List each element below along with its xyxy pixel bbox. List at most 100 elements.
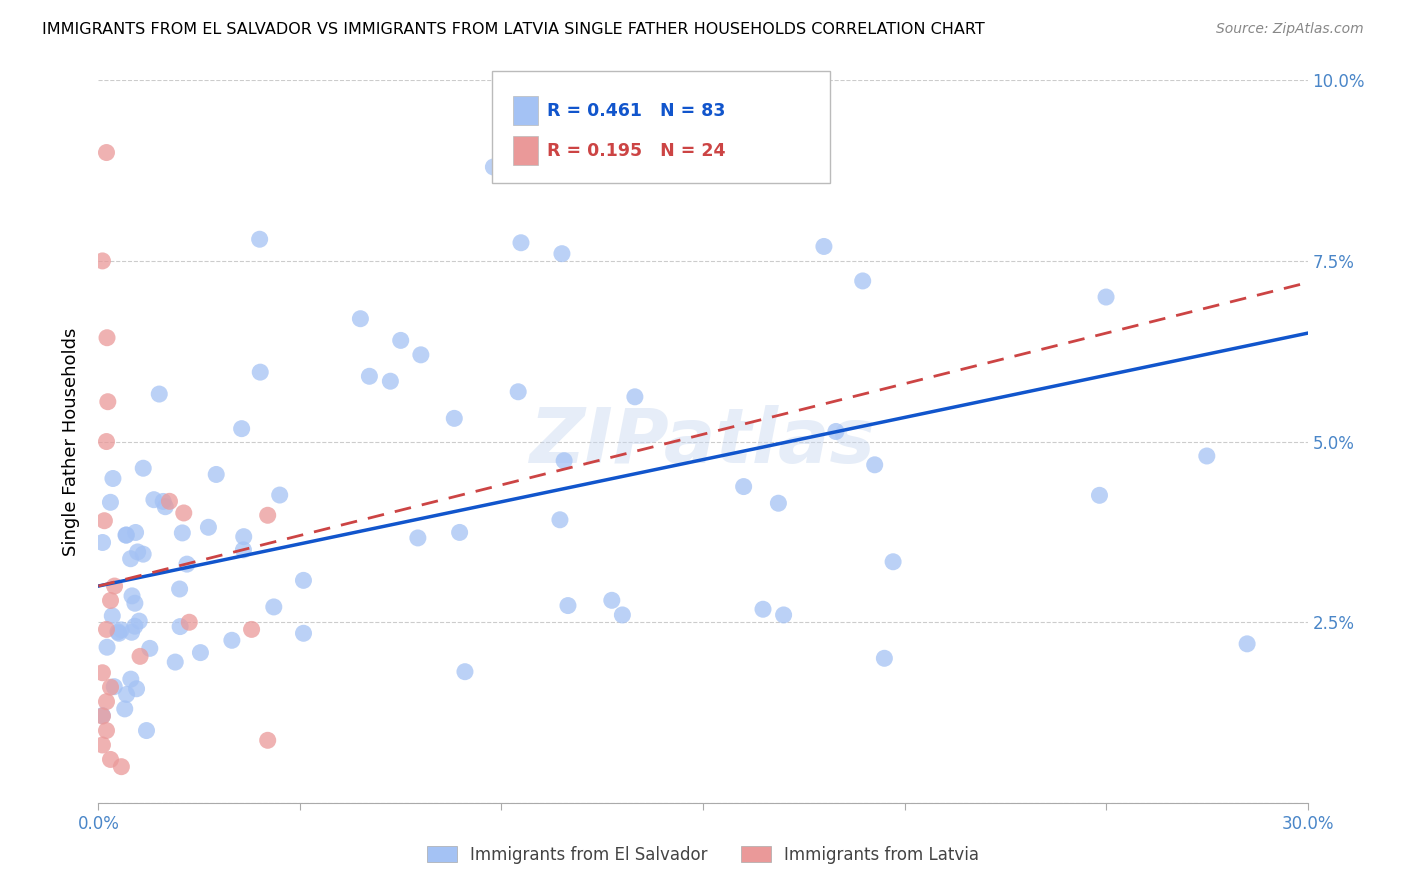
Point — [263, 599, 285, 614]
Point — [169, 582, 191, 596]
Point — [882, 555, 904, 569]
Point — [1095, 290, 1118, 304]
Point — [231, 422, 253, 436]
Point — [612, 607, 634, 622]
Point — [349, 311, 371, 326]
Point — [389, 334, 412, 348]
Point — [108, 626, 131, 640]
Point — [100, 593, 122, 607]
Point — [91, 254, 114, 268]
Point — [124, 596, 146, 610]
Point — [115, 528, 138, 542]
Text: ZIPatlas: ZIPatlas — [530, 405, 876, 478]
Point — [165, 655, 187, 669]
Point — [91, 738, 114, 752]
Point — [553, 454, 575, 468]
Point — [752, 602, 775, 616]
Point — [406, 531, 429, 545]
Point — [152, 494, 174, 508]
Point — [292, 574, 315, 588]
Point — [135, 723, 157, 738]
Point — [132, 461, 155, 475]
Point — [624, 390, 647, 404]
Point — [91, 535, 114, 549]
Point — [380, 374, 402, 388]
Point — [121, 625, 143, 640]
Point — [813, 239, 835, 253]
Point — [96, 434, 118, 449]
Text: IMMIGRANTS FROM EL SALVADOR VS IMMIGRANTS FROM LATVIA SINGLE FATHER HOUSEHOLDS C: IMMIGRANTS FROM EL SALVADOR VS IMMIGRANT… — [42, 22, 986, 37]
Point — [129, 649, 152, 664]
Point — [548, 513, 571, 527]
Point — [249, 232, 271, 246]
Point — [159, 494, 181, 508]
Point — [120, 551, 142, 566]
Point — [232, 530, 254, 544]
Point — [269, 488, 291, 502]
Point — [551, 246, 574, 260]
Point — [96, 145, 118, 160]
Point — [825, 425, 848, 439]
Point — [733, 479, 755, 493]
Point — [96, 723, 118, 738]
Point — [863, 458, 886, 472]
Point — [772, 607, 794, 622]
Point — [205, 467, 228, 482]
Point — [142, 492, 165, 507]
Point — [128, 614, 150, 628]
Point — [359, 369, 381, 384]
Point — [256, 508, 278, 523]
Point — [91, 709, 114, 723]
Point — [409, 348, 432, 362]
Text: Source: ZipAtlas.com: Source: ZipAtlas.com — [1216, 22, 1364, 37]
Point — [240, 623, 263, 637]
Point — [852, 274, 875, 288]
Point — [114, 702, 136, 716]
Point — [510, 235, 533, 250]
Point — [132, 547, 155, 561]
Point — [249, 365, 271, 379]
Point — [148, 387, 170, 401]
Point — [256, 733, 278, 747]
Point — [221, 633, 243, 648]
Point — [103, 579, 125, 593]
Point — [1195, 449, 1218, 463]
Point — [96, 640, 118, 655]
Point — [176, 557, 198, 571]
Point — [873, 651, 896, 665]
Point — [121, 589, 143, 603]
Point — [124, 525, 146, 540]
Point — [115, 528, 138, 542]
Point — [124, 619, 146, 633]
Point — [449, 525, 471, 540]
Y-axis label: Single Father Households: Single Father Households — [62, 327, 80, 556]
Point — [107, 624, 129, 639]
Legend: Immigrants from El Salvador, Immigrants from Latvia: Immigrants from El Salvador, Immigrants … — [420, 839, 986, 871]
Point — [1088, 488, 1111, 502]
Point — [96, 695, 118, 709]
Point — [557, 599, 579, 613]
Point — [139, 641, 162, 656]
Point — [454, 665, 477, 679]
Point — [91, 665, 114, 680]
Point — [101, 471, 124, 485]
Point — [169, 619, 191, 633]
Point — [172, 525, 194, 540]
Point — [110, 623, 132, 637]
Point — [96, 623, 118, 637]
Point — [443, 411, 465, 425]
Point — [600, 593, 623, 607]
Point — [100, 680, 122, 694]
Point — [292, 626, 315, 640]
Point — [100, 495, 122, 509]
Point — [96, 331, 118, 345]
Point — [103, 680, 125, 694]
Text: R = 0.195   N = 24: R = 0.195 N = 24 — [547, 142, 725, 160]
Point — [508, 384, 530, 399]
Point — [115, 688, 138, 702]
Point — [101, 608, 124, 623]
Text: R = 0.461   N = 83: R = 0.461 N = 83 — [547, 103, 725, 120]
Point — [1236, 637, 1258, 651]
Point — [100, 752, 122, 766]
Point — [173, 506, 195, 520]
